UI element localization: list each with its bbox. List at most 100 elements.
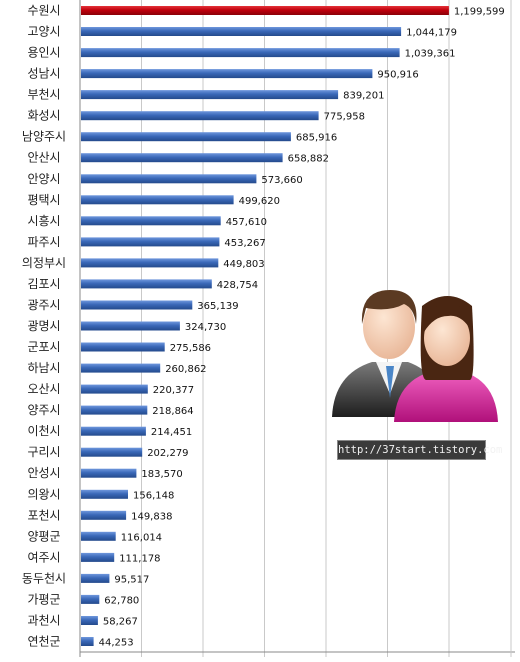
value-label: 218,864 [152,406,193,417]
value-label: 62,780 [104,595,139,606]
value-label: 428,754 [217,280,258,291]
category-label: 양주시 [27,403,60,417]
category-label: 연천군 [27,634,60,649]
bar-7 [81,132,291,142]
value-label: 202,279 [147,448,188,459]
bar-2 [81,27,402,36]
value-label: 573,660 [261,175,302,186]
value-label: 499,620 [239,196,280,207]
value-label: 365,139 [197,301,238,312]
value-label: 839,201 [343,91,384,102]
category-label: 여주시 [27,550,60,564]
bar-12 [81,237,220,247]
bar-25 [81,510,127,520]
bar-14 [81,279,212,289]
bar-16 [81,321,180,331]
category-label: 성남시 [27,67,60,81]
category-label: 김포시 [27,277,60,291]
category-label: 안성시 [27,466,60,480]
category-label: 오산시 [27,382,60,396]
bar-19 [81,384,148,394]
value-label: 950,916 [377,70,418,81]
bar-31 [81,637,94,646]
category-label: 광명시 [27,319,60,333]
category-label: 부천시 [27,87,60,102]
value-label: 95,517 [114,574,149,585]
value-label: 685,916 [296,133,337,144]
value-label: 116,014 [121,532,162,543]
category-label: 수원시 [27,4,60,18]
category-label: 평택시 [27,193,60,207]
category-label: 화성시 [27,109,60,123]
value-labels: 1,199,599 1,044,179 1,039,361 950,916 839,20… [99,7,505,649]
bar-18 [81,363,161,373]
value-label: 324,730 [185,322,226,333]
category-label: 고양시 [27,25,60,39]
bar-17 [81,342,165,352]
bar-8 [81,153,283,163]
value-label: 220,377 [153,385,194,396]
value-label: 457,610 [226,217,267,228]
value-label: 1,039,361 [405,49,456,60]
value-label: 260,862 [165,364,206,375]
bar-21 [81,426,146,436]
category-label: 의정부시 [22,256,66,270]
value-label: 1,199,599 [454,7,505,18]
category-label: 이천시 [27,423,60,438]
category-label: 용인시 [27,46,60,60]
value-label: 58,267 [103,617,138,628]
value-label: 214,451 [151,427,192,438]
category-label: 의왕시 [27,487,60,501]
watermark-url: http://37start.tistory.com [337,440,502,460]
category-label: 안산시 [27,151,60,165]
bar-3 [81,48,400,58]
value-label: 658,882 [288,154,329,165]
value-label: 1,044,179 [406,28,457,39]
category-label: 포천시 [27,507,60,522]
category-label: 가평군 [27,592,60,606]
bar-11 [81,216,221,226]
bar-5 [81,90,339,100]
bar-23 [81,468,137,478]
category-labels: 수원시고양시용인시성남시부천시화성시남양주시안산시안양시평택시시흥시파주시의정부… [22,4,66,649]
value-label: 156,148 [133,490,174,501]
category-label: 안양시 [27,172,60,186]
bar-26 [81,531,116,541]
bar-6 [81,111,319,121]
bars [81,6,449,646]
bar-29 [81,594,100,604]
category-label: 시흥시 [27,214,60,228]
bar-27 [81,552,115,562]
category-label: 과천시 [27,613,60,628]
bar-13 [81,258,219,268]
bar-9 [81,174,257,184]
value-label: 44,253 [99,638,134,649]
bar-15 [81,300,193,310]
bar-4 [81,69,373,79]
value-label: 111,178 [119,553,160,564]
bar-20 [81,405,148,415]
bar-30 [81,616,98,625]
category-label: 구리시 [27,445,60,459]
bar-1 [81,6,449,15]
bar-28 [81,573,110,583]
people-icon [332,290,498,422]
category-label: 군포시 [27,340,60,354]
value-label: 775,958 [324,112,365,123]
value-label: 183,570 [141,469,182,480]
category-label: 파주시 [27,235,60,249]
value-label: 453,267 [224,238,265,249]
category-label: 남양주시 [22,130,66,144]
bar-22 [81,447,143,457]
category-label: 양평군 [27,529,60,543]
bar-24 [81,489,128,499]
value-label: 449,803 [223,259,264,270]
bar-10 [81,195,234,205]
category-label: 광주시 [27,298,60,312]
value-label: 149,838 [131,511,172,522]
value-label: 275,586 [170,343,211,354]
category-label: 동두천시 [22,570,66,585]
category-label: 하남시 [27,361,60,375]
